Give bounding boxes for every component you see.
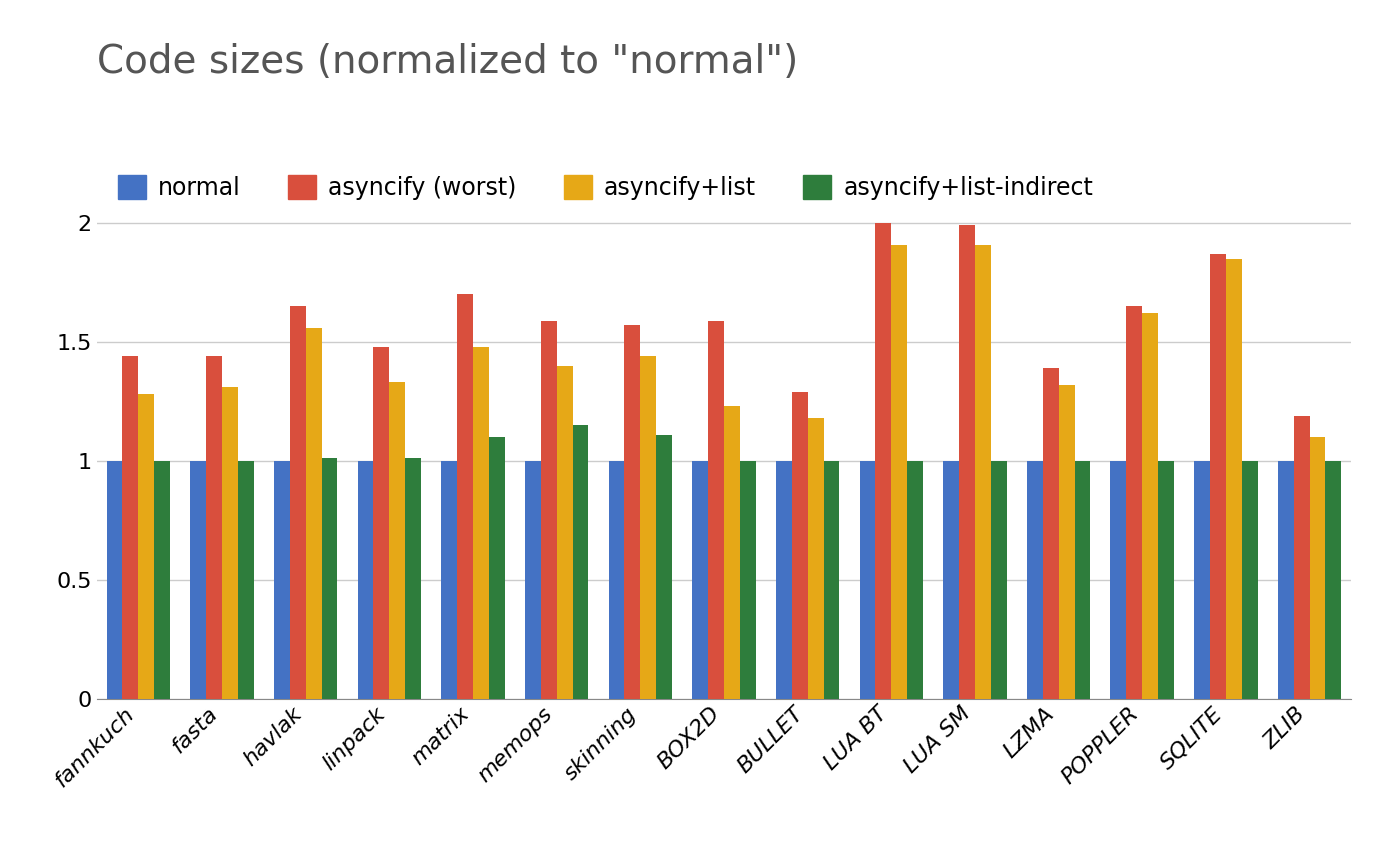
Text: Code sizes (normalized to "normal"): Code sizes (normalized to "normal")	[97, 43, 798, 81]
Bar	[222, 387, 239, 699]
Bar	[776, 461, 792, 699]
Bar	[1027, 461, 1043, 699]
Bar	[290, 307, 306, 699]
Bar	[154, 461, 170, 699]
Bar	[692, 461, 707, 699]
Bar	[205, 356, 222, 699]
Bar	[1043, 368, 1059, 699]
Bar	[1325, 461, 1342, 699]
Bar	[473, 347, 490, 699]
Bar	[1310, 437, 1325, 699]
Bar	[456, 295, 473, 699]
Bar	[1110, 461, 1127, 699]
Bar	[1226, 259, 1242, 699]
Bar	[1142, 314, 1158, 699]
Bar	[1194, 461, 1209, 699]
Bar	[123, 356, 138, 699]
Bar	[891, 245, 907, 699]
Bar	[572, 425, 589, 699]
Bar	[808, 418, 823, 699]
Bar	[374, 347, 389, 699]
Bar	[441, 461, 456, 699]
Bar	[190, 461, 205, 699]
Bar	[541, 320, 557, 699]
Bar	[1059, 385, 1074, 699]
Bar	[106, 461, 123, 699]
Bar	[707, 320, 724, 699]
Bar	[525, 461, 541, 699]
Bar	[1158, 461, 1174, 699]
Bar	[656, 435, 672, 699]
Bar	[792, 392, 808, 699]
Bar	[1294, 416, 1310, 699]
Legend: normal, asyncify (worst), asyncify+list, asyncify+list-indirect: normal, asyncify (worst), asyncify+list,…	[109, 165, 1103, 209]
Bar	[405, 458, 421, 699]
Bar	[239, 461, 254, 699]
Bar	[625, 325, 640, 699]
Bar	[992, 461, 1007, 699]
Bar	[975, 245, 992, 699]
Bar	[306, 328, 321, 699]
Bar	[1209, 254, 1226, 699]
Bar	[1074, 461, 1091, 699]
Bar	[321, 458, 338, 699]
Bar	[907, 461, 923, 699]
Bar	[724, 406, 741, 699]
Bar	[859, 461, 876, 699]
Bar	[876, 223, 891, 699]
Bar	[823, 461, 840, 699]
Bar	[958, 226, 975, 699]
Bar	[1242, 461, 1258, 699]
Bar	[389, 383, 405, 699]
Bar	[1127, 307, 1142, 699]
Bar	[640, 356, 656, 699]
Bar	[741, 461, 756, 699]
Bar	[138, 394, 154, 699]
Bar	[490, 437, 505, 699]
Bar	[943, 461, 958, 699]
Bar	[608, 461, 625, 699]
Bar	[357, 461, 374, 699]
Bar	[274, 461, 290, 699]
Bar	[557, 366, 572, 699]
Bar	[1278, 461, 1294, 699]
